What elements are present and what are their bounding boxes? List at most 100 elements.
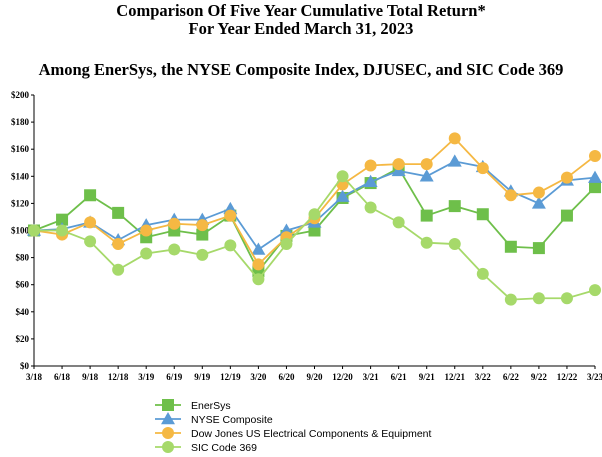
x-tick-label: 3/21 xyxy=(363,372,380,382)
data-point xyxy=(140,247,153,260)
x-tick-label: 6/19 xyxy=(166,372,183,382)
legend-item-enersys: EnerSys xyxy=(155,399,231,412)
legend-item-nyse-composite: NYSE Composite xyxy=(155,412,273,426)
data-point xyxy=(196,219,209,232)
chart-subtitle: Among EnerSys, the NYSE Composite Index,… xyxy=(38,60,564,79)
data-point xyxy=(392,158,405,171)
data-point xyxy=(252,258,265,271)
x-tick-label: 3/19 xyxy=(138,372,155,382)
data-point xyxy=(364,159,377,172)
legend-label: EnerSys xyxy=(191,400,231,412)
data-point xyxy=(504,240,517,253)
x-tick-label: 3/18 xyxy=(26,372,43,382)
data-point xyxy=(476,208,489,221)
data-point xyxy=(140,224,153,237)
data-point xyxy=(420,236,433,249)
data-point xyxy=(560,292,573,305)
y-tick-label: $160 xyxy=(11,144,30,154)
series-sic-code-369 xyxy=(28,170,601,306)
data-point xyxy=(588,170,602,183)
chart-title-line-2: For Year Ended March 31, 2023 xyxy=(188,19,414,38)
data-point xyxy=(532,186,545,199)
x-tick-label: 9/20 xyxy=(306,372,323,382)
data-point xyxy=(335,189,350,202)
x-tick-label: 12/21 xyxy=(444,372,465,382)
data-point xyxy=(280,238,293,251)
y-tick-label: $0 xyxy=(20,361,30,371)
legend-marker xyxy=(162,441,174,453)
data-point xyxy=(112,206,125,219)
y-tick-label: $60 xyxy=(16,280,30,290)
y-tick-label: $140 xyxy=(11,171,30,181)
data-point xyxy=(504,293,517,306)
data-point xyxy=(560,171,573,184)
x-tick-label: 9/19 xyxy=(194,372,211,382)
legend-label: Dow Jones US Electrical Components & Equ… xyxy=(191,428,432,440)
chart-series xyxy=(27,132,602,306)
chart-title-line-1: Comparison Of Five Year Cumulative Total… xyxy=(116,1,486,20)
data-point xyxy=(28,224,40,237)
data-point xyxy=(447,154,462,167)
legend-marker xyxy=(161,412,175,425)
y-axis-ticks: $0 $20 $40 $60 $80 $100 $120 $140 $160 $180 $200 xyxy=(11,90,34,371)
x-tick-label: 6/20 xyxy=(278,372,295,382)
y-tick-label: $80 xyxy=(16,253,30,263)
data-point xyxy=(589,181,601,194)
y-tick-label: $40 xyxy=(16,307,30,317)
x-tick-label: 6/21 xyxy=(391,372,408,382)
legend-label: SIC Code 369 xyxy=(191,442,257,454)
data-point xyxy=(532,242,545,255)
data-point xyxy=(308,208,321,221)
y-tick-label: $120 xyxy=(11,198,30,208)
data-point xyxy=(560,209,573,222)
y-tick-label: $180 xyxy=(11,117,30,127)
legend-item-sic-code-369: SIC Code 369 xyxy=(155,441,257,454)
y-tick-label: $20 xyxy=(16,334,30,344)
data-point xyxy=(168,243,181,256)
x-tick-label: 9/21 xyxy=(419,372,436,382)
x-tick-label: 12/18 xyxy=(108,372,129,382)
x-tick-label: 6/18 xyxy=(54,372,71,382)
data-point xyxy=(392,216,405,229)
x-tick-label: 3/20 xyxy=(250,372,267,382)
y-tick-label: $100 xyxy=(11,226,30,236)
x-tick-label: 3/23 xyxy=(587,372,602,382)
y-tick-label: $200 xyxy=(11,90,30,100)
legend-marker xyxy=(162,399,174,411)
x-tick-label: 12/22 xyxy=(557,372,578,382)
x-tick-label: 9/18 xyxy=(82,372,99,382)
data-point xyxy=(112,263,125,276)
chart-legend: EnerSys NYSE Composite Dow Jones US Electr… xyxy=(155,399,432,454)
data-point xyxy=(448,238,461,251)
legend-item-dow-jones-us-electrical-components-equipment: Dow Jones US Electrical Components & Equ… xyxy=(155,427,432,440)
data-point xyxy=(420,209,433,222)
data-point xyxy=(251,242,266,255)
data-point xyxy=(476,162,489,175)
data-point xyxy=(476,267,489,280)
x-tick-label: 12/19 xyxy=(220,372,241,382)
data-point xyxy=(364,201,377,214)
data-point xyxy=(336,170,349,183)
data-point xyxy=(84,216,97,229)
data-point xyxy=(531,196,546,209)
legend-label: NYSE Composite xyxy=(191,414,273,426)
data-point xyxy=(224,239,237,252)
data-point xyxy=(168,217,181,230)
data-point xyxy=(504,189,517,202)
data-point xyxy=(589,149,601,162)
data-point xyxy=(56,213,69,226)
data-point xyxy=(84,189,97,202)
data-point xyxy=(224,209,237,222)
data-point xyxy=(420,158,433,171)
data-point xyxy=(84,235,97,248)
x-tick-label: 9/22 xyxy=(531,372,548,382)
data-point xyxy=(589,284,601,297)
data-point xyxy=(56,224,69,237)
data-point xyxy=(448,200,461,213)
data-point xyxy=(419,169,434,182)
data-point xyxy=(196,248,209,261)
x-tick-label: 6/22 xyxy=(503,372,520,382)
data-point xyxy=(448,132,461,145)
data-point xyxy=(252,273,265,286)
